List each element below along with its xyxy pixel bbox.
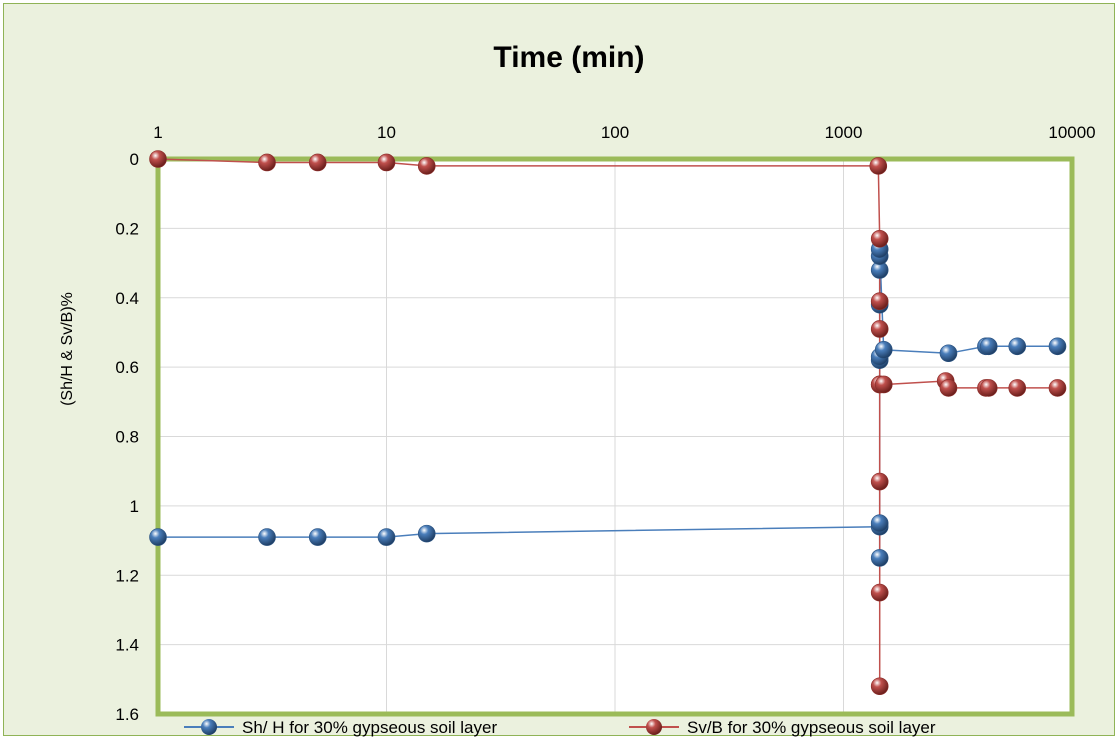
data-point-series-2 [874,375,893,394]
data-point-series-2 [870,292,889,311]
legend-marker-1 [201,719,217,735]
data-point-series-1 [377,528,396,546]
data-point-series-1 [1048,337,1067,356]
chart-area: Time (min) (Sh/H & Sv/B)% 1 10 100 1000 1000… [3,3,1115,737]
data-point-series-1 [1008,337,1027,356]
data-point-series-1 [979,337,998,356]
x-tick-labels: 1 10 100 1000 10000 [153,123,1095,142]
data-point-series-1 [308,528,327,546]
y-tick-labels: 0 0.2 0.4 0.6 0.8 1 1.2 1.4 1.6 [115,150,139,724]
data-point-series-1 [870,514,889,533]
y-tick-label: 1.6 [115,705,139,724]
data-point-series-1 [939,344,958,363]
y-tick-label: 1.4 [115,636,139,655]
data-point-series-2 [869,157,888,175]
data-point-series-2 [1048,379,1067,397]
data-point-series-2 [870,229,889,248]
y-tick-label: 0 [130,150,139,169]
data-point-series-2 [417,157,436,175]
legend-label-1: Sh/ H for 30% gypseous soil layer [242,718,497,737]
data-point-series-1 [417,524,436,543]
data-point-series-2 [1008,379,1027,397]
chart-title: Time (min) [493,41,644,74]
data-point-series-1 [149,528,167,546]
y-tick-label: 0.6 [115,358,139,377]
data-point-series-2 [149,150,167,168]
x-tick-label: 100 [601,123,629,142]
data-point-series-2 [870,320,889,338]
x-tick-label: 1 [153,123,162,142]
data-point-series-2 [870,472,889,491]
data-point-series-1 [870,549,889,567]
legend-label-2: Sv/B for 30% gypseous soil layer [687,718,936,737]
legend: Sh/ H for 30% gypseous soil layer Sv/B fo… [184,718,936,737]
data-point-series-2 [870,677,889,696]
y-tick-label: 1 [130,497,139,516]
data-point-series-1 [874,340,893,359]
chart-svg: Time (min) (Sh/H & Sv/B)% 1 10 100 1000 1000… [59,41,1096,737]
x-tick-label: 1000 [825,123,863,142]
plot-border [155,156,1075,717]
data-point-series-2 [870,583,889,602]
legend-marker-2 [646,719,662,735]
data-point-series-2 [377,153,396,172]
y-tick-label: 0.4 [115,289,139,308]
data-point-series-2 [979,379,998,397]
data-point-series-2 [939,379,958,397]
x-tick-label: 10 [377,123,396,142]
data-point-series-2 [308,153,327,172]
data-point-series-2 [258,153,276,172]
data-point-series-1 [258,528,276,546]
y-tick-label: 0.2 [115,219,139,238]
y-axis-title: (Sh/H & Sv/B)% [59,292,76,406]
y-tick-label: 0.8 [115,428,139,447]
series-layer [149,150,1067,696]
x-tick-label: 10000 [1048,123,1095,142]
y-tick-label: 1.2 [115,566,139,585]
